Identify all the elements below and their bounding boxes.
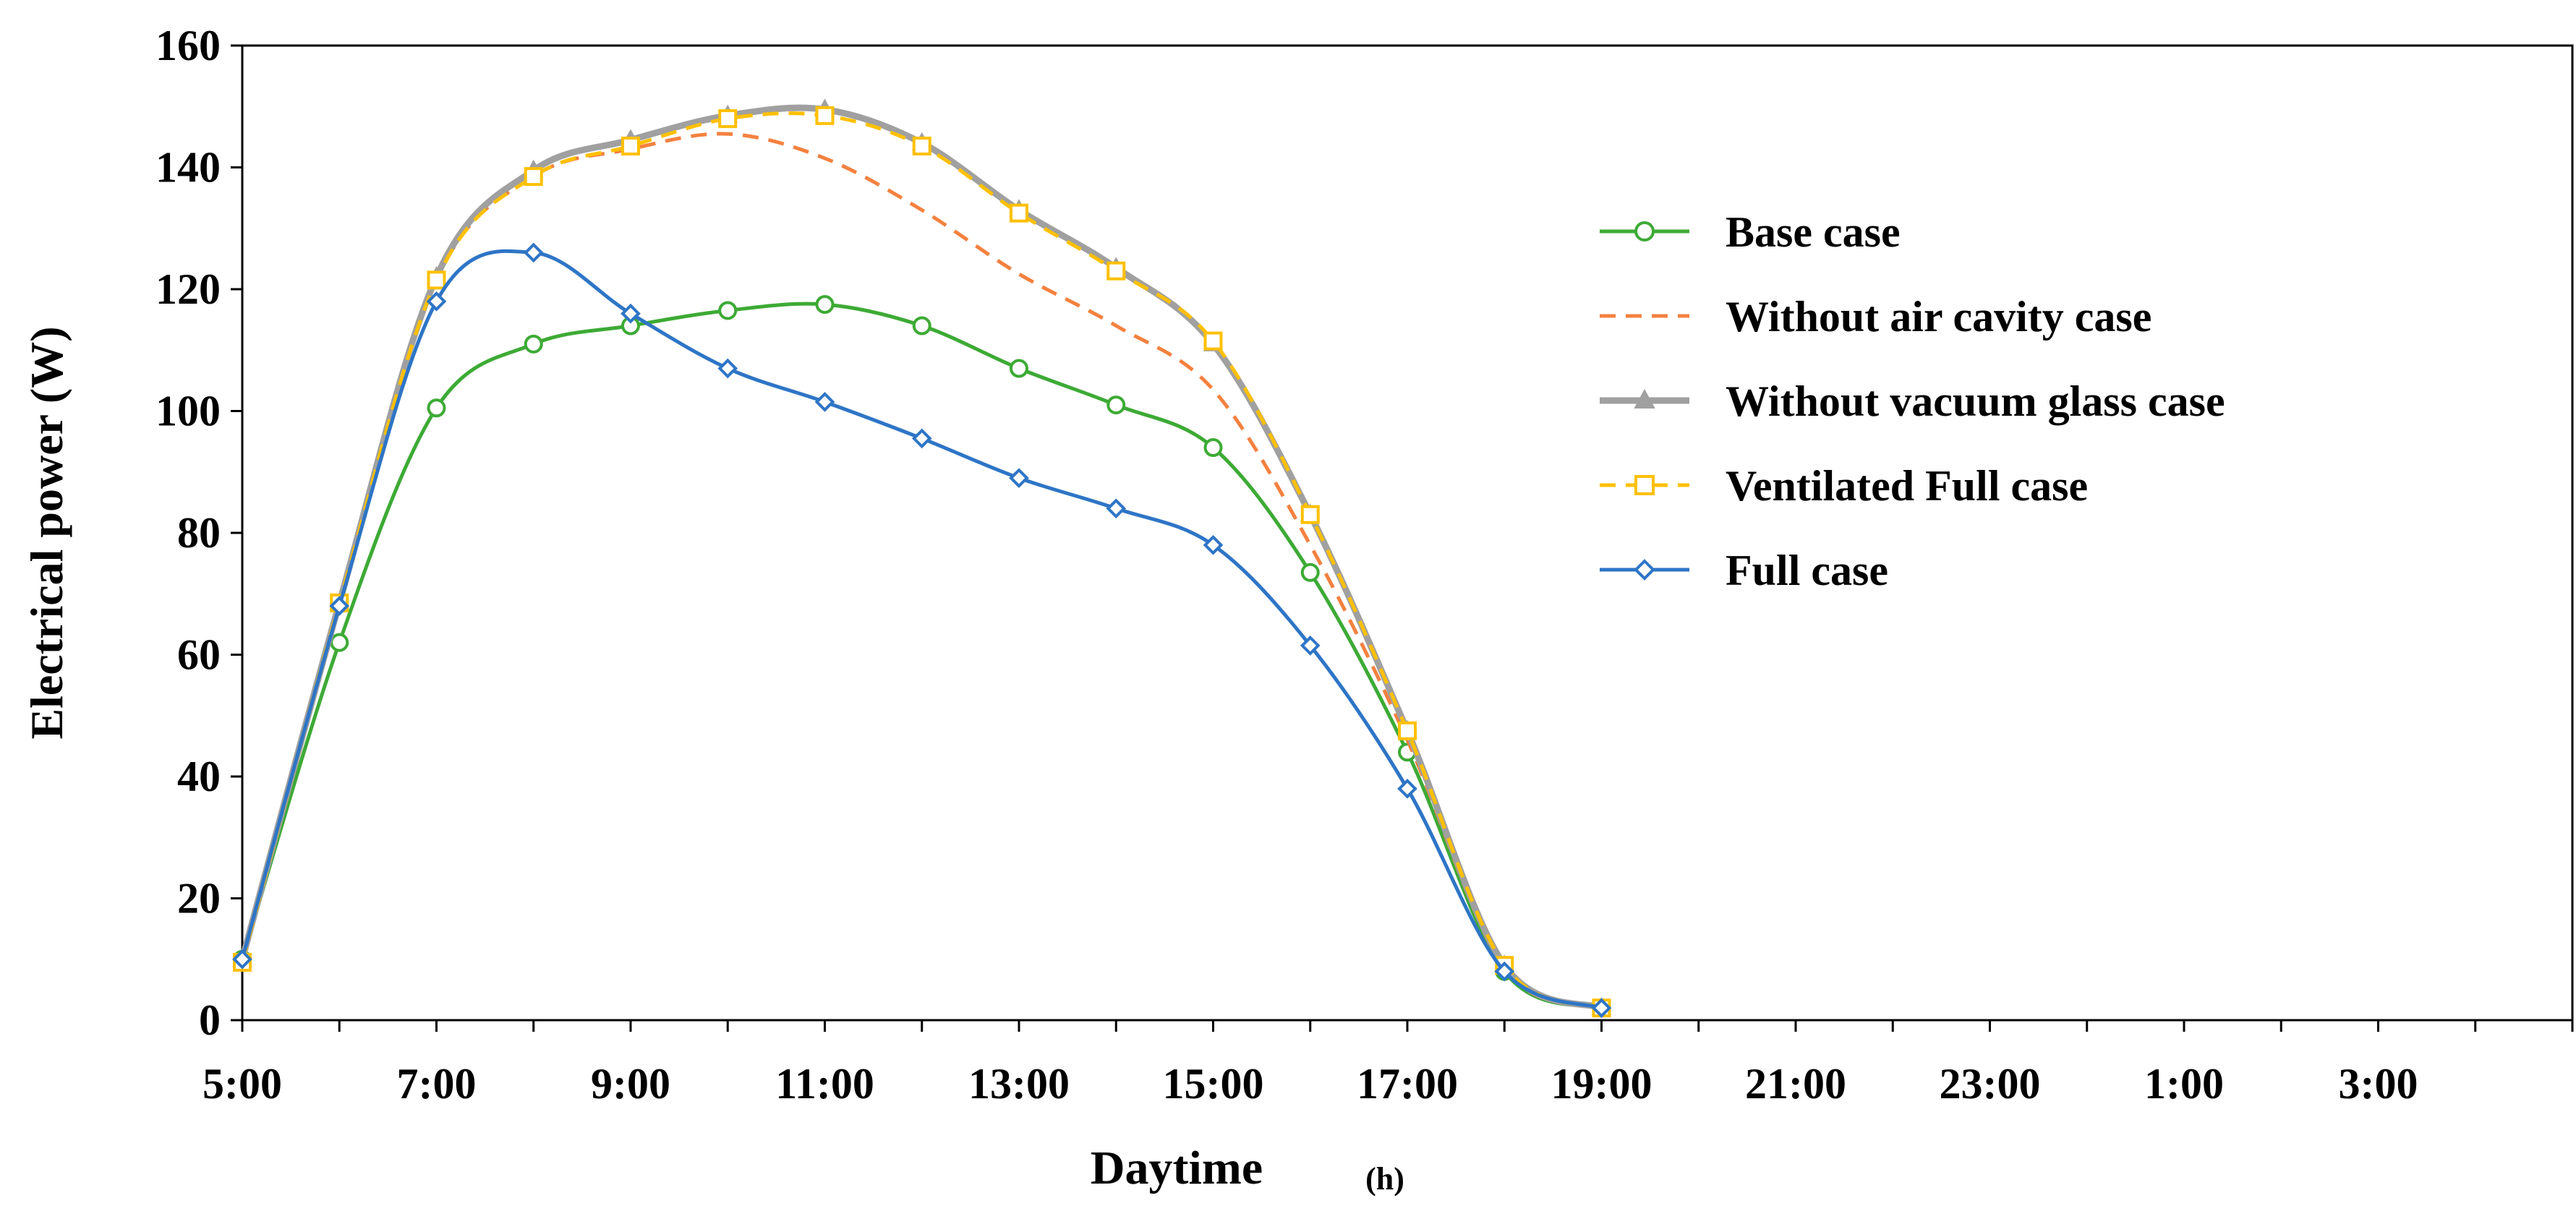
x-tick-label: 15:00 [1163,1060,1264,1108]
x-tick-label: 3:00 [2339,1060,2418,1108]
data-point-diamond [1634,559,1655,581]
y-tick-label: 80 [177,509,221,557]
y-tick-label: 140 [155,144,221,192]
x-axis-unit: (h) [1365,1161,1404,1197]
y-tick-label: 60 [177,631,221,679]
x-axis-ticks: 5:00 7:00 9:00 11:00 13:00 15:00 17:00 19:00 21:… [202,1020,2574,1108]
data-point-square [1300,505,1320,524]
y-axis-ticks: 0 20 40 60 80 100 120 140 160 [155,22,242,1044]
data-point-diamond [1397,779,1417,799]
y-tick-label: 160 [155,22,221,69]
data-point-diamond [911,428,932,449]
legend-item: Without vacuum glass case [1600,377,2225,425]
data-point-square [1398,721,1417,740]
data-point-circle [524,334,543,354]
y-axis-title: Electrical power (W) [21,326,72,739]
x-tick-label: 7:00 [397,1060,477,1108]
series-line [239,104,1603,1011]
data-point-square [1010,203,1028,223]
legend-label: Without air cavity case [1726,293,2151,341]
y-tick-label: 20 [177,875,221,923]
x-tick-label: 1:00 [2144,1060,2224,1108]
legend-item: Base case [1600,208,1901,256]
series-full-case [232,242,1612,1018]
x-tick-label: 21:00 [1745,1060,1846,1108]
series-without-air-cavity-case [240,132,1603,1010]
x-tick-label: 17:00 [1357,1060,1458,1108]
series-without-vacuum-glass-case [232,98,1612,1016]
legend-label: Ventilated Full case [1726,462,2088,510]
x-tick-label: 5:00 [202,1060,282,1108]
data-point-diamond [1106,498,1127,519]
x-axis-title: Daytime [1091,1142,1263,1194]
data-point-diamond [1203,535,1224,555]
legend-label: Full case [1726,547,1888,594]
data-point-square [427,270,446,290]
legend: Base case Without air cavity case Without … [1600,208,2225,594]
data-point-diamond [1494,961,1515,982]
data-point-diamond [1591,998,1612,1018]
data-point-diamond [523,242,544,263]
x-tick-label: 13:00 [968,1060,1070,1108]
x-tick-label: 11:00 [775,1060,874,1108]
data-point-diamond [1300,636,1321,656]
data-point-diamond [329,596,350,616]
y-tick-label: 40 [177,753,221,800]
data-point-diamond [620,303,641,324]
x-tick-label: 9:00 [591,1060,670,1108]
data-point-circle [1300,563,1320,582]
data-point-square [1634,475,1655,495]
y-tick-label: 0 [199,996,221,1044]
data-point-circle [1010,359,1028,378]
data-point-square [621,137,640,156]
series-ventilated-full-case [233,106,1611,1018]
legend-label: Base case [1726,208,1901,256]
data-point-circle [912,316,931,335]
data-point-diamond [426,291,447,312]
series-line [240,132,1603,1010]
x-tick-label: 19:00 [1551,1060,1652,1108]
plot-frame [241,44,2574,1022]
data-point-diamond [717,358,738,379]
data-point-square [912,137,931,156]
data-point-square [1203,331,1223,351]
series-line [240,249,1603,1010]
legend-item: Without air cavity case [1600,293,2151,341]
data-point-diamond [814,392,835,412]
legend-item: Full case [1600,547,1888,594]
series-layer [232,98,1612,1018]
data-point-square [1106,261,1126,281]
data-point-square [524,167,543,187]
data-point-circle [815,295,835,315]
y-tick-label: 120 [155,265,221,313]
data-point-circle [427,398,446,418]
data-point-circle [1106,395,1126,415]
data-point-circle [718,301,738,320]
data-point-triangle [1634,388,1655,409]
data-point-square [815,106,835,125]
series-line [240,301,1603,1010]
data-point-circle [1634,221,1655,241]
series-line [240,111,1603,1010]
y-tick-label: 100 [155,388,221,435]
data-point-diamond [1009,468,1029,489]
series-base-case [233,295,1611,1018]
x-tick-label: 23:00 [1940,1060,2041,1108]
data-point-circle [1203,438,1223,458]
data-point-square [718,109,738,129]
legend-label: Without vacuum glass case [1726,377,2225,425]
legend-item: Ventilated Full case [1600,462,2088,510]
data-point-diamond [232,949,252,970]
data-point-circle [330,633,349,652]
